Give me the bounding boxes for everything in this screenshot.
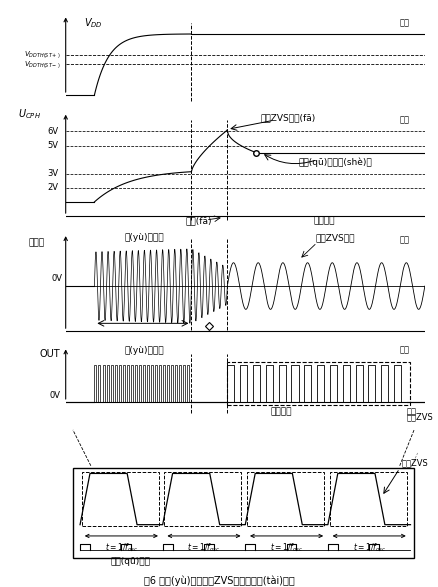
- Text: 時間: 時間: [407, 408, 417, 417]
- Text: $V_{DDTH(ST-)}$: $V_{DDTH(ST-)}$: [24, 59, 60, 70]
- Bar: [247, 472, 324, 526]
- Text: 預(yù)熱時間: 預(yù)熱時間: [125, 234, 165, 242]
- Text: 0V: 0V: [49, 391, 60, 400]
- Text: 5V: 5V: [47, 141, 59, 150]
- Text: $t=1/f_{osc}$: $t=1/f_{osc}$: [105, 541, 138, 554]
- Text: $U_{CPH}$: $U_{CPH}$: [18, 107, 41, 122]
- Text: 燈電壓: 燈電壓: [28, 238, 44, 247]
- Text: 有源ZVS模式: 有源ZVS模式: [315, 234, 355, 242]
- Bar: [73, 468, 414, 558]
- Text: 圖形放大: 圖形放大: [270, 408, 292, 417]
- Bar: [227, 362, 410, 405]
- Text: $t=1/f_{osc}$: $t=1/f_{osc}$: [187, 541, 221, 554]
- Text: 2V: 2V: [47, 183, 59, 193]
- Text: $t=1/f_{osc}$: $t=1/f_{osc}$: [270, 541, 303, 554]
- Text: 真實ZVS: 真實ZVS: [402, 458, 428, 468]
- Bar: [164, 472, 241, 526]
- Text: 時間: 時間: [400, 116, 410, 124]
- Text: 真實ZVS: 真實ZVS: [407, 413, 434, 422]
- Bar: [82, 472, 159, 526]
- Text: 時間: 時間: [400, 346, 410, 355]
- Text: 運行模式: 運行模式: [314, 217, 335, 225]
- Text: OUT: OUT: [40, 349, 60, 359]
- Text: 死區(qū)時間設(shè)置: 死區(qū)時間設(shè)置: [298, 158, 372, 167]
- Text: 觸發(fā): 觸發(fā): [185, 217, 212, 225]
- Text: 圖6 從預(yù)熱到有源ZVS模式的瞬態(tài)波形: 圖6 從預(yù)熱到有源ZVS模式的瞬態(tài)波形: [144, 575, 294, 586]
- Text: 0V: 0V: [51, 274, 62, 283]
- Text: $V_{DDTH(ST+)}$: $V_{DDTH(ST+)}$: [24, 50, 60, 60]
- Text: 6V: 6V: [47, 127, 59, 136]
- Text: 預(yù)熱時間: 預(yù)熱時間: [125, 346, 165, 355]
- Text: 3V: 3V: [47, 169, 59, 178]
- Text: 死區(qū)時間: 死區(qū)時間: [110, 557, 150, 566]
- Text: 時間: 時間: [400, 18, 410, 28]
- Text: 有源ZVS觸發(fā): 有源ZVS觸發(fā): [261, 113, 316, 122]
- Text: 時間: 時間: [400, 235, 410, 244]
- Text: $t=1/f_{osc}$: $t=1/f_{osc}$: [353, 541, 386, 554]
- Text: $V_{DD}$: $V_{DD}$: [84, 16, 102, 30]
- Bar: [330, 472, 406, 526]
